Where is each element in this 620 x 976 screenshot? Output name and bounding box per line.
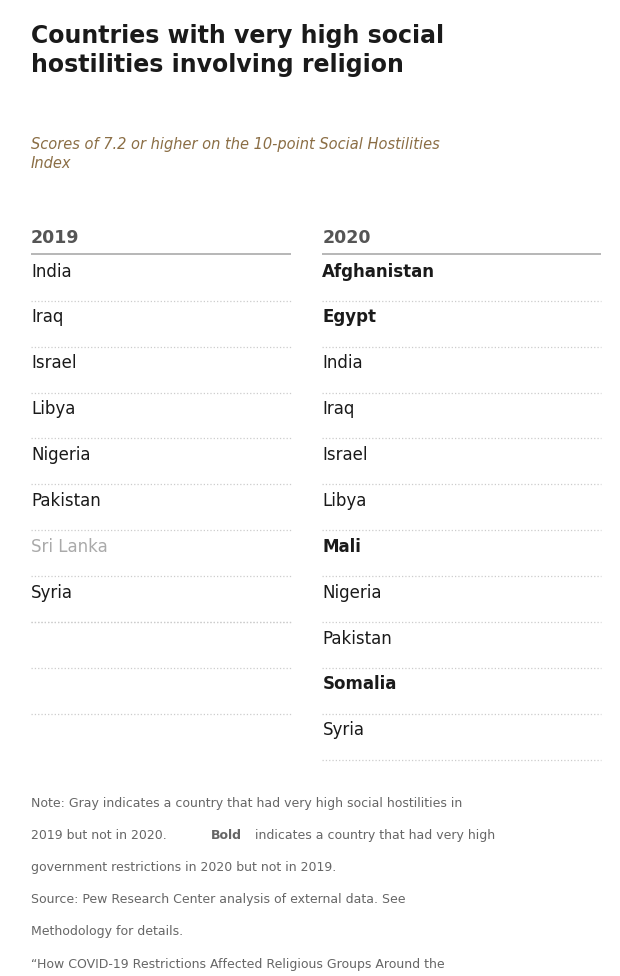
Text: Nigeria: Nigeria <box>322 584 382 601</box>
Text: 2020: 2020 <box>322 229 371 247</box>
Text: Libya: Libya <box>322 492 367 509</box>
Text: Sri Lanka: Sri Lanka <box>31 538 108 555</box>
Text: Israel: Israel <box>322 446 368 464</box>
Text: Syria: Syria <box>31 584 73 601</box>
Text: Pakistan: Pakistan <box>31 492 100 509</box>
Text: Nigeria: Nigeria <box>31 446 91 464</box>
Text: 2019: 2019 <box>31 229 79 247</box>
Text: Iraq: Iraq <box>322 400 355 418</box>
Text: 2019 but not in 2020.: 2019 but not in 2020. <box>31 829 171 842</box>
Text: indicates a country that had very high: indicates a country that had very high <box>251 829 495 842</box>
Text: Countries with very high social
hostilities involving religion: Countries with very high social hostilit… <box>31 24 444 77</box>
Text: Afghanistan: Afghanistan <box>322 263 435 280</box>
Text: Mali: Mali <box>322 538 361 555</box>
Text: Source: Pew Research Center analysis of external data. See: Source: Pew Research Center analysis of … <box>31 893 405 907</box>
Text: Syria: Syria <box>322 721 365 739</box>
Text: Somalia: Somalia <box>322 675 397 693</box>
Text: Iraq: Iraq <box>31 308 63 326</box>
Text: Scores of 7.2 or higher on the 10-point Social Hostilities
Index: Scores of 7.2 or higher on the 10-point … <box>31 137 440 172</box>
Text: Methodology for details.: Methodology for details. <box>31 925 183 939</box>
Text: Libya: Libya <box>31 400 76 418</box>
Text: India: India <box>31 263 72 280</box>
Text: India: India <box>322 354 363 372</box>
Text: Bold: Bold <box>211 829 242 842</box>
Text: Pakistan: Pakistan <box>322 630 392 647</box>
Text: “How COVID-19 Restrictions Affected Religious Groups Around the: “How COVID-19 Restrictions Affected Reli… <box>31 957 445 971</box>
Text: government restrictions in 2020 but not in 2019.: government restrictions in 2020 but not … <box>31 861 336 874</box>
Text: Israel: Israel <box>31 354 76 372</box>
Text: Egypt: Egypt <box>322 308 376 326</box>
Text: Note: Gray indicates a country that had very high social hostilities in: Note: Gray indicates a country that had … <box>31 796 463 810</box>
